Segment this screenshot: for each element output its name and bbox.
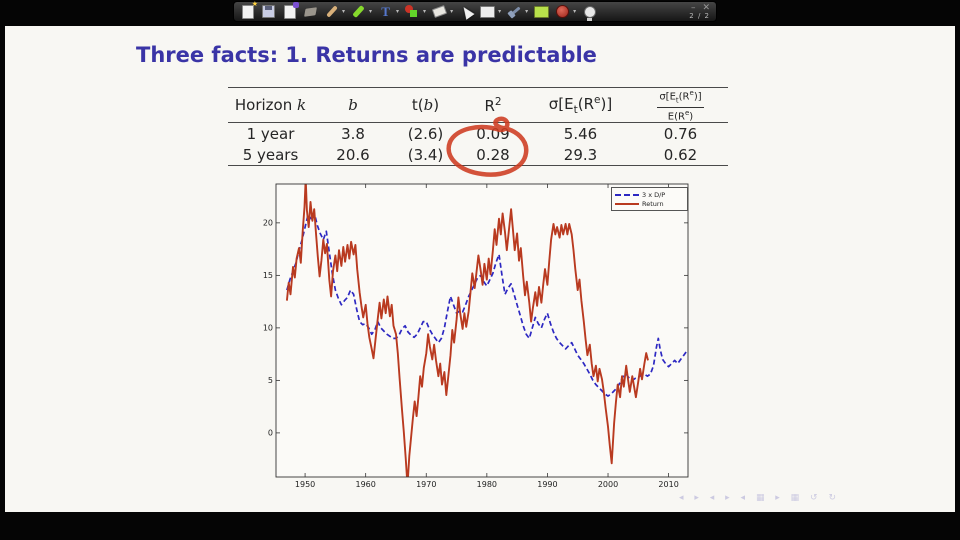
slide-title: Three facts: 1. Returns are predictable: [136, 43, 597, 67]
text-dropdown-caret[interactable]: ▾: [396, 8, 400, 15]
eraser-icon[interactable]: [431, 4, 448, 19]
svg-text:1990: 1990: [537, 480, 557, 489]
svg-text:2010: 2010: [658, 480, 678, 489]
table-cell: 20.6: [336, 145, 370, 164]
webcam-icon[interactable]: [582, 4, 597, 21]
table-cell: 0.62: [663, 145, 698, 164]
pen-icon[interactable]: [324, 4, 339, 19]
whiteboard-icon[interactable]: [480, 4, 496, 19]
new-page-icon[interactable]: ★: [240, 1, 258, 19]
header-cell-tb: t(b): [411, 96, 440, 114]
notes-icon[interactable]: [282, 2, 299, 19]
highlighter-dropdown-caret[interactable]: ▾: [369, 8, 373, 15]
minimize-button[interactable]: –: [690, 2, 696, 13]
svg-text:1980: 1980: [477, 480, 497, 489]
svg-text:10: 10: [263, 323, 273, 332]
table-header-row: Horizon k b t(b) R2 σ[Et(Re)] σ[Et(Re)] E…: [228, 88, 728, 123]
returns-dp-chart: 1950 1960 1970 1980 1990 2000 2010 0 5 10 15 20: [260, 180, 700, 490]
annotation-toolbar: ★ ▾ ▾ T ▾ ▾ ▾ ▾ ▾ ▾ – ✕ 2 / 2: [233, 1, 717, 22]
svg-text:1950: 1950: [295, 480, 315, 489]
legend-label: 3 x D/P: [642, 190, 666, 199]
table-cell: (2.6): [407, 124, 444, 143]
table-cell: 1 year: [246, 124, 295, 143]
svg-text:2000: 2000: [598, 480, 618, 489]
header-cell-horizon: Horizon k: [234, 96, 307, 114]
pen-dropdown-caret[interactable]: ▾: [342, 8, 346, 15]
page-indicator: 2 / 2: [689, 11, 710, 20]
svg-text:1960: 1960: [355, 480, 375, 489]
table-row-1year: 1 year 3.8 (2.6) 0.09 5.46 0.76: [228, 123, 728, 144]
legend-entry-return: Return: [615, 199, 684, 208]
board-color-icon[interactable]: [534, 4, 550, 19]
legend-line-solid-red: [615, 202, 639, 205]
legend-label: Return: [642, 199, 664, 208]
pointer-dropdown-caret[interactable]: ▾: [525, 8, 529, 15]
svg-text:1970: 1970: [416, 480, 436, 489]
eraser-dropdown-caret[interactable]: ▾: [450, 8, 454, 15]
cursor-icon[interactable]: [459, 3, 475, 20]
shapes-icon[interactable]: [405, 4, 420, 19]
chart-legend: 3 x D/P Return: [611, 187, 688, 211]
whiteboard-dropdown-caret[interactable]: ▾: [498, 8, 502, 15]
returns-regression-table: Horizon k b t(b) R2 σ[Et(Re)] σ[Et(Re)] E…: [228, 87, 728, 166]
svg-text:0: 0: [268, 428, 273, 437]
table-cell: 3.8: [341, 124, 365, 143]
pointer-tool-icon[interactable]: [507, 4, 522, 19]
table-cell: 29.3: [563, 145, 598, 164]
table-cell: 0.09: [476, 124, 510, 143]
beamer-navigation-symbols[interactable]: ◂ ▸ ◂ ▸ ◂ ▦ ▸ ▦ ↺ ↻: [679, 493, 840, 503]
svg-text:15: 15: [263, 271, 273, 280]
wedge-eraser-icon[interactable]: [303, 4, 318, 19]
table-cell: 5 years: [242, 145, 299, 164]
save-icon[interactable]: [261, 4, 276, 19]
highlighter-icon[interactable]: [351, 4, 366, 19]
table-cell: (3.4): [407, 145, 444, 164]
close-button[interactable]: ✕: [702, 2, 710, 13]
table-cell: 5.46: [563, 124, 598, 143]
table-row-5years: 5 years 20.6 (3.4) 0.28 29.3 0.62: [228, 144, 728, 166]
text-tool-icon[interactable]: T: [381, 4, 390, 19]
record-icon[interactable]: [555, 4, 570, 19]
header-cell-ratio: σ[Et(Re)] E(Re): [657, 89, 704, 122]
header-cell-sigma: σ[Et(Re)]: [548, 94, 613, 116]
header-cell-r2: R2: [484, 95, 502, 115]
svg-text:5: 5: [268, 376, 273, 385]
svg-text:20: 20: [263, 218, 273, 227]
table-cell: 0.28: [476, 145, 510, 164]
record-dropdown-caret[interactable]: ▾: [573, 8, 577, 15]
table-cell: 0.76: [663, 124, 698, 143]
legend-entry-dp: 3 x D/P: [615, 190, 684, 199]
header-cell-b: b: [348, 96, 358, 114]
shapes-dropdown-caret[interactable]: ▾: [423, 8, 427, 15]
presentation-slide: Three facts: 1. Returns are predictable …: [5, 26, 955, 512]
legend-line-dashed-blue: [615, 193, 639, 196]
